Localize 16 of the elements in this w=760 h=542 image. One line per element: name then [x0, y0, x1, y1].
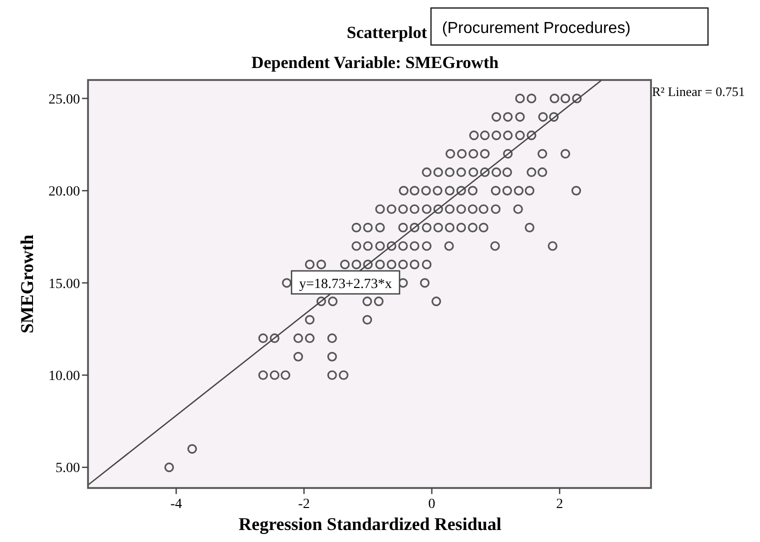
- y-tick-label: 5.00: [56, 461, 80, 476]
- text: R² Linear = 0.751: [652, 84, 745, 99]
- x-tick-label: 0: [428, 497, 436, 512]
- text: (Procurement Procedures): [442, 20, 631, 37]
- y-tick-label: 20.00: [48, 184, 80, 200]
- x-tick-label: -4: [170, 497, 182, 512]
- x-axis-title: Regression Standardized Residual: [238, 514, 502, 534]
- x-tick-label: 2: [556, 497, 564, 512]
- y-tick-label: 25.00: [48, 92, 80, 108]
- y-tick-label: 10.00: [48, 369, 80, 384]
- x-tick-label: -2: [298, 497, 310, 512]
- y-tick-label: 15.00: [48, 276, 80, 292]
- chart-subtitle: Dependent Variable: SMEGrowth: [251, 53, 500, 72]
- chart-title: Scatterplot: [346, 23, 428, 42]
- y-axis-title: SMEGrowth: [17, 234, 37, 334]
- annotation: y=18.73+2.73*x: [299, 276, 392, 292]
